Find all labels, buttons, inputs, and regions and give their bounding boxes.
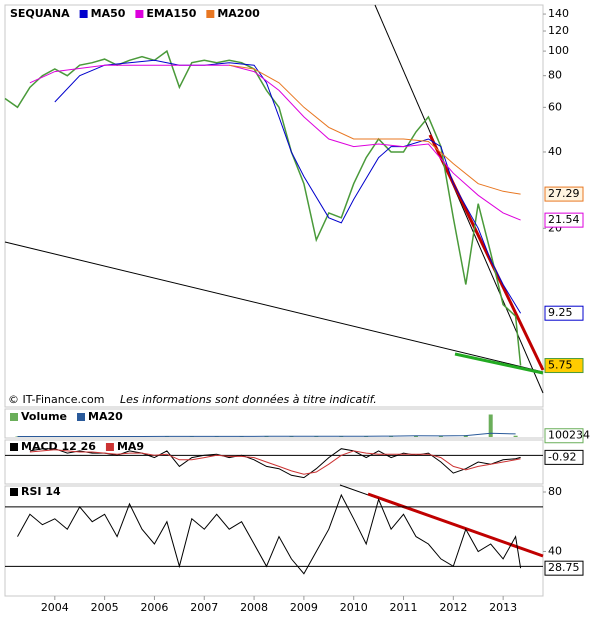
x-tick-label: 2011 bbox=[390, 601, 418, 614]
volume-bar bbox=[513, 435, 518, 437]
last-value-box bbox=[544, 560, 584, 576]
last-value-box bbox=[544, 358, 584, 374]
macd-panel bbox=[4, 439, 544, 485]
volume-bar bbox=[488, 414, 493, 437]
legend-swatch bbox=[135, 10, 144, 18]
legend-swatch bbox=[10, 443, 18, 451]
legend-label: SEQUANA bbox=[10, 7, 70, 20]
volume-panel bbox=[4, 408, 544, 439]
last-value-label: 27.29 bbox=[548, 187, 580, 200]
x-tick-label: 2008 bbox=[240, 601, 268, 614]
trend-line bbox=[428, 134, 545, 371]
volume-bar bbox=[438, 436, 443, 437]
legend-label: MA200 bbox=[217, 7, 260, 20]
series-line bbox=[29, 449, 521, 475]
price-panel bbox=[4, 4, 544, 408]
last-value-label: 5.75 bbox=[548, 359, 573, 372]
legend-label: EMA150 bbox=[146, 7, 196, 20]
legend-label: MA50 bbox=[91, 7, 126, 20]
y-tick-label: 80 bbox=[548, 485, 562, 498]
volume-bar bbox=[15, 436, 20, 437]
legend-label: MA9 bbox=[117, 440, 144, 453]
legend-label: RSI 14 bbox=[21, 485, 61, 498]
last-value-label: -0.92 bbox=[548, 450, 576, 463]
last-value-box bbox=[544, 449, 584, 465]
trend-line bbox=[454, 352, 544, 375]
source: © IT-Finance.com bbox=[8, 393, 105, 406]
series-line bbox=[17, 432, 516, 437]
legend-swatch bbox=[105, 443, 114, 451]
y-tick-label: 120 bbox=[548, 24, 569, 37]
legend-swatch bbox=[10, 488, 18, 496]
trend-line bbox=[4, 241, 544, 373]
trend-line bbox=[374, 4, 544, 394]
legend-swatch bbox=[206, 10, 215, 18]
x-tick-label: 2012 bbox=[439, 601, 467, 614]
y-tick-label: 60 bbox=[548, 100, 562, 113]
last-value-box bbox=[544, 186, 584, 202]
disclaimer: Les informations sont données à titre in… bbox=[120, 393, 377, 406]
series-line bbox=[29, 448, 521, 479]
last-value-box bbox=[544, 212, 584, 228]
legend-label: Volume bbox=[21, 410, 67, 423]
last-value-label: 28.75 bbox=[548, 561, 580, 574]
x-tick-label: 2004 bbox=[41, 601, 69, 614]
y-tick-label: 40 bbox=[548, 544, 562, 557]
legend-label: MACD 12 26 bbox=[21, 440, 96, 453]
last-value-box bbox=[544, 305, 584, 321]
y-tick-label: 100 bbox=[548, 44, 569, 57]
series-line bbox=[54, 59, 522, 314]
legend-swatch bbox=[10, 413, 18, 421]
series-line bbox=[29, 64, 521, 221]
legend-label: MA20 bbox=[88, 410, 123, 423]
x-tick-label: 2007 bbox=[190, 601, 218, 614]
x-tick-label: 2006 bbox=[140, 601, 168, 614]
legend-swatch bbox=[77, 413, 85, 421]
y-tick-label: 80 bbox=[548, 69, 562, 82]
series-line bbox=[229, 64, 521, 195]
last-value-box bbox=[544, 428, 584, 444]
x-tick-label: 2010 bbox=[340, 601, 368, 614]
legend-swatch bbox=[79, 10, 88, 18]
y-tick-label: 40 bbox=[548, 145, 562, 158]
series-line bbox=[17, 493, 522, 575]
rsi-panel bbox=[4, 485, 544, 597]
last-value-label: 9.25 bbox=[548, 306, 573, 319]
last-value-label: 100234 bbox=[548, 429, 590, 442]
y-tick-label: 140 bbox=[548, 7, 569, 20]
x-tick-label: 2009 bbox=[290, 601, 318, 614]
last-value-label: 21.54 bbox=[548, 213, 580, 226]
x-tick-label: 2005 bbox=[91, 601, 119, 614]
trend-line bbox=[367, 492, 544, 558]
x-tick-label: 2013 bbox=[489, 601, 517, 614]
